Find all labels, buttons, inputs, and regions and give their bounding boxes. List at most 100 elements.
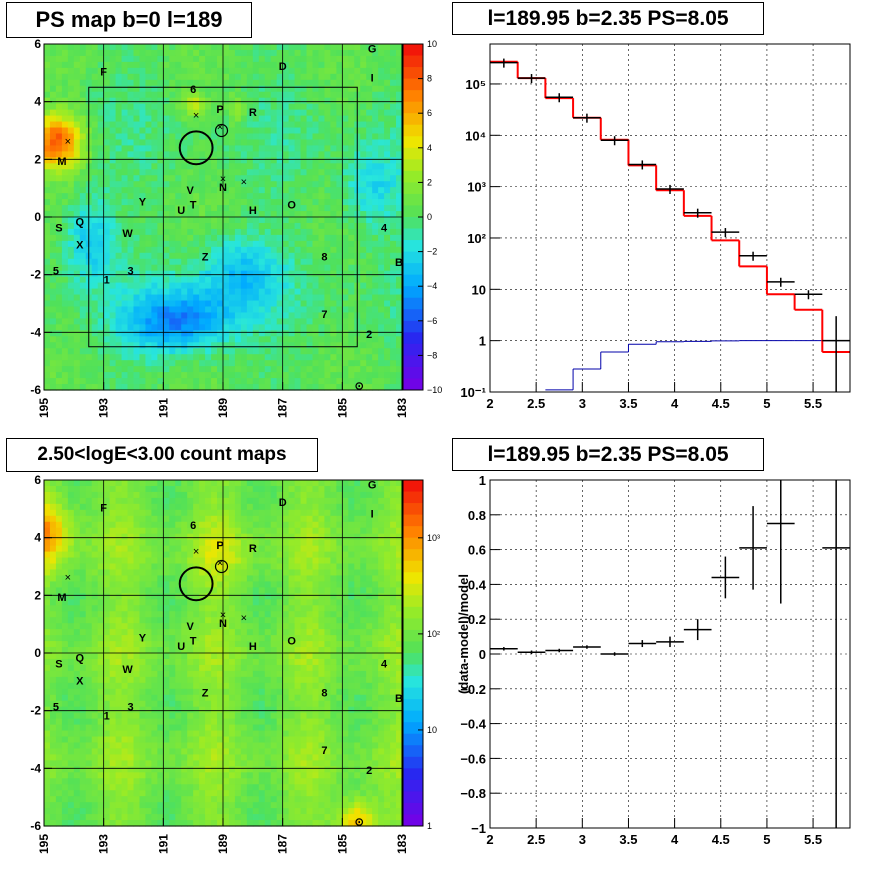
y-tick-label: 4 [34, 531, 41, 545]
source-label: U [177, 205, 185, 217]
source-label: Y [139, 632, 147, 644]
source-label: 7 [321, 745, 327, 757]
x-mark-icon: × [193, 546, 199, 558]
colorbar-tick-label: 10³ [427, 533, 440, 543]
ps-colorbar: 10 8 6 4 2 0 −2 −4 −6 −8 −10 [402, 39, 442, 395]
count-colorbar: 1 10 10² 10³ [402, 479, 440, 831]
count-map-group: G D F I 6 P R M N V Y TU H O S Q W 4 X Z 8 B 5 3 1 7 2 × × × × × ⊙ 195 193… [30, 473, 440, 854]
source-label: Q [76, 653, 85, 665]
source-label: G [368, 44, 377, 56]
y-tick-label: -4 [30, 761, 41, 775]
source-marker-icon: ⊙ [355, 381, 364, 393]
x-mark-icon: × [220, 610, 226, 622]
source-label: T [190, 199, 197, 211]
y-tick-label: −1 [471, 821, 486, 836]
source-label: D [279, 497, 287, 509]
source-label: 5 [53, 266, 59, 278]
x-tick-label: 5 [763, 396, 770, 411]
source-label: 1 [104, 274, 110, 286]
x-tick-label: 2 [486, 396, 493, 411]
x-tick-label: 3.5 [619, 396, 637, 411]
x-tick-label: 183 [395, 398, 409, 418]
source-label: 6 [190, 520, 196, 532]
source-label: W [122, 228, 133, 240]
y-tick-label: 0.4 [468, 577, 487, 592]
source-label: N [219, 182, 227, 194]
y-tick-label: 10 [472, 282, 486, 297]
source-label: U [177, 641, 185, 653]
roi-box [88, 86, 358, 348]
source-label: 7 [321, 309, 327, 321]
source-label: H [249, 641, 257, 653]
colorbar-tick-label: 0 [427, 212, 432, 222]
source-label: 3 [127, 266, 133, 278]
colorbar-tick-label: −2 [427, 247, 437, 257]
ps-map-grid [44, 44, 402, 390]
source-label: T [190, 635, 197, 647]
y-tick-label: 2 [34, 152, 41, 166]
y-tick-label: −0.6 [460, 751, 486, 766]
x-tick-label: 3 [579, 832, 586, 847]
source-label: P [216, 104, 223, 116]
source-label: M [57, 592, 66, 604]
y-tick-label: -6 [30, 819, 41, 833]
y-tick-label: -2 [30, 704, 41, 718]
source-label: 6 [190, 84, 196, 96]
source-label: G [368, 480, 377, 492]
source-label: I [371, 508, 374, 520]
source-label: V [187, 185, 195, 197]
y-tick-label: 6 [34, 473, 41, 487]
count-source-labels: G D F I 6 P R M N V Y TU H O S Q W 4 X Z 8 B 5 3 1 7 2 × × × × × [53, 480, 403, 777]
colorbar-tick-label: −6 [427, 316, 437, 326]
x-tick-label: 189 [216, 398, 230, 418]
residual-y-axis-label: (data-model)/model [456, 574, 471, 694]
source-label: 1 [104, 710, 110, 722]
x-tick-label: 3 [579, 396, 586, 411]
spectrum-plot: 2 2.5 3 3.5 4 4.5 5 5.5 10⁻¹ 1 10 10² 10³ 10⁴ 10⁵ [460, 43, 851, 411]
source-label: O [287, 199, 296, 211]
source-marker-icon [214, 559, 229, 574]
y-tick-label: 2 [34, 588, 41, 602]
source-label: F [100, 67, 107, 79]
colorbar-tick-label: 4 [427, 143, 432, 153]
x-mark-icon: × [241, 176, 247, 188]
spectrum-frame [489, 43, 851, 393]
x-tick-label: 2.5 [527, 396, 545, 411]
source-label: 3 [127, 702, 133, 714]
source-label: B [395, 693, 403, 705]
source-label: S [55, 658, 62, 670]
y-tick-label: 10³ [467, 180, 486, 195]
residual-plot: 2 2.5 3 3.5 4 4.5 5 5.5 1 0.8 0.6 0.4 0.2 0 −0.2 −0.4 −0… [456, 473, 851, 847]
source-label: 8 [321, 251, 327, 263]
circle-icon [178, 130, 214, 166]
source-label: Y [139, 196, 147, 208]
x-tick-label: 191 [156, 398, 170, 418]
x-tick-label: 191 [156, 834, 170, 854]
source-label: 4 [381, 222, 388, 234]
x-mark-icon: × [220, 174, 226, 186]
y-tick-label: -4 [30, 325, 41, 339]
y-tick-label: 0 [34, 210, 41, 224]
x-tick-label: 4 [671, 832, 679, 847]
source-label: R [249, 107, 257, 119]
x-tick-label: 4 [671, 396, 679, 411]
y-tick-label: 0.8 [468, 508, 486, 523]
y-tick-label: 0.2 [468, 612, 486, 627]
x-mark-icon: × [217, 122, 223, 134]
ps-map-group: G D F I 6 P R M N V Y TU H O S Q W 4 X Z 8 B 5 3 1 7 2 × × × × × ⊙ 195 193… [30, 37, 442, 418]
x-tick-label: 193 [97, 398, 111, 418]
x-tick-label: 189 [216, 834, 230, 854]
source-label: R [249, 543, 257, 555]
y-tick-label: -2 [30, 268, 41, 282]
source-label: 2 [366, 765, 372, 777]
source-marker-icon [214, 123, 229, 138]
y-tick-label: -6 [30, 383, 41, 397]
y-tick-label: 10² [467, 231, 486, 246]
x-tick-label: 5.5 [804, 832, 822, 847]
x-tick-label: 185 [335, 398, 349, 418]
source-label: I [371, 72, 374, 84]
x-tick-label: 193 [97, 834, 111, 854]
y-tick-label: −0.8 [460, 786, 486, 801]
ps-source-labels: G D F I 6 P R M N V Y TU H O S Q W 4 X Z 8 B 5 3 1 7 2 × × × × × [53, 44, 403, 341]
